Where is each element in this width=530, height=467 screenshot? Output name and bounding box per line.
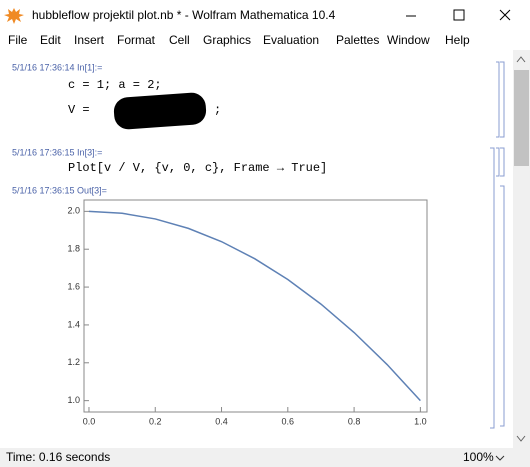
input-line: ; (214, 103, 221, 117)
cell-bracket[interactable] (496, 61, 505, 138)
menu-item[interactable]: Edit (40, 33, 61, 47)
x-tick-label: 0.6 (282, 416, 295, 426)
cell-label: 5/1/16 17:36:15 In[3]:= (12, 147, 102, 157)
maximize-button[interactable] (453, 9, 465, 21)
x-tick-label: 0.8 (348, 416, 361, 426)
menu-item[interactable]: File (8, 33, 28, 47)
scroll-down[interactable] (516, 435, 526, 442)
scroll-up[interactable] (516, 56, 526, 63)
scrollbar (513, 50, 530, 448)
y-tick-label: 1.4 (67, 319, 80, 329)
scroll-thumb[interactable] (514, 70, 529, 166)
x-tick-label: 0.4 (215, 416, 228, 426)
plot-curve (88, 210, 421, 402)
menu-item[interactable]: Help (445, 33, 470, 47)
input-line: Plot[v / V, {v, 0, c}, Frame → True] (68, 161, 327, 175)
x-tick-label: 0.0 (83, 416, 96, 426)
app-icon (4, 8, 24, 24)
plot-frame (83, 199, 428, 413)
y-tick-label: 1.8 (67, 244, 80, 254)
plot: 0.0 0.2 0.4 0.6 0.8 1.0 1.0 1.2 1.4 1.6 1.8 2.0 (67, 199, 428, 426)
menu-item[interactable]: Evaluation (263, 33, 319, 47)
status-bg (0, 448, 530, 467)
cell-bracket[interactable] (496, 147, 505, 177)
cell-label: 5/1/16 17:36:14 In[1]:= (12, 62, 102, 72)
x-tick-label: 1.0 (414, 416, 427, 426)
cell-label: 5/1/16 17:36:15 Out[3]= (12, 185, 107, 195)
status-bar: Time: 0.16 seconds 100% (0, 448, 530, 467)
status-text: Time: 0.16 seconds (6, 450, 110, 464)
x-tick-label: 0.2 (149, 416, 162, 426)
menu-bar: File Edit Insert Format Cell Graphics Evaluati… (8, 33, 470, 47)
zoom-level[interactable]: 100% (463, 450, 494, 464)
y-tick-label: 1.6 (67, 281, 80, 291)
notebook: 5/1/16 17:36:14 In[1]:= 5/1/16 17:36:15 I… (12, 61, 505, 429)
menu-item[interactable]: Format (117, 33, 156, 47)
input-line: c = 1; a = 2; (68, 78, 162, 92)
menu-item[interactable]: Graphics (203, 33, 251, 47)
menu-item[interactable]: Cell (169, 33, 190, 47)
title-bar: hubbleflow projektil plot.nb * - Wolfram… (4, 8, 511, 24)
menu-item[interactable]: Insert (74, 33, 105, 47)
window-title: hubbleflow projektil plot.nb * - Wolfram… (32, 8, 336, 22)
y-tick-label: 1.2 (67, 357, 80, 367)
menu-item[interactable]: Palettes (336, 33, 379, 47)
zoom-dropdown[interactable] (495, 455, 505, 461)
y-tick-label: 1.0 (67, 395, 80, 405)
cell-bracket[interactable] (490, 147, 505, 429)
redaction (113, 92, 207, 130)
menu-item[interactable]: Window (387, 33, 430, 47)
close-button[interactable] (499, 9, 511, 21)
input-line: V = (68, 103, 90, 117)
y-tick-label: 2.0 (67, 206, 80, 216)
